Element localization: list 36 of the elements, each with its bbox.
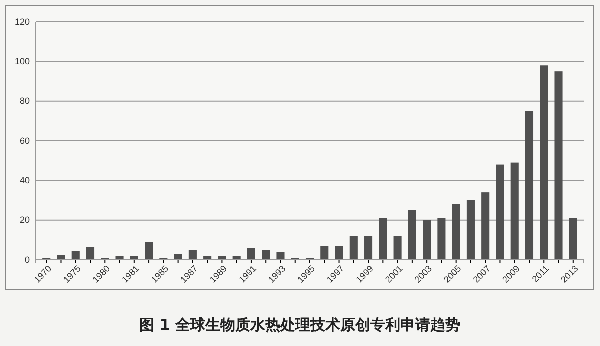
bar bbox=[145, 242, 154, 260]
bar bbox=[569, 218, 578, 260]
bar bbox=[72, 251, 80, 260]
bar bbox=[116, 256, 124, 260]
bar bbox=[466, 200, 475, 260]
bar bbox=[262, 250, 270, 260]
bar bbox=[394, 236, 402, 260]
y-tick-label: 100 bbox=[14, 56, 30, 67]
y-tick-label: 40 bbox=[20, 176, 30, 186]
bar bbox=[408, 210, 416, 260]
bar bbox=[57, 255, 66, 260]
y-tick-label: 120 bbox=[14, 16, 30, 27]
bar bbox=[320, 246, 329, 260]
bar bbox=[482, 192, 490, 260]
bar bbox=[188, 250, 197, 260]
bar bbox=[438, 218, 446, 260]
bar bbox=[540, 66, 548, 260]
y-tick-label: 20 bbox=[20, 215, 30, 226]
text: 图 1 全球生物质水热处理技术原创专利申请趋势 bbox=[140, 316, 460, 334]
bar bbox=[247, 248, 256, 260]
bar bbox=[335, 246, 344, 260]
y-tick-label: 60 bbox=[20, 136, 30, 146]
bar bbox=[554, 72, 563, 260]
bar bbox=[510, 162, 519, 260]
bar bbox=[86, 247, 95, 260]
bar bbox=[379, 218, 388, 260]
bar bbox=[350, 236, 358, 260]
y-tick-label: 0 bbox=[24, 254, 30, 265]
bar bbox=[364, 236, 373, 260]
bar bbox=[496, 164, 504, 260]
bar bbox=[276, 252, 285, 260]
bar bbox=[452, 204, 460, 260]
y-tick-label: 80 bbox=[20, 96, 30, 106]
bar bbox=[525, 111, 534, 260]
bar bbox=[174, 254, 182, 260]
bar bbox=[423, 220, 432, 260]
